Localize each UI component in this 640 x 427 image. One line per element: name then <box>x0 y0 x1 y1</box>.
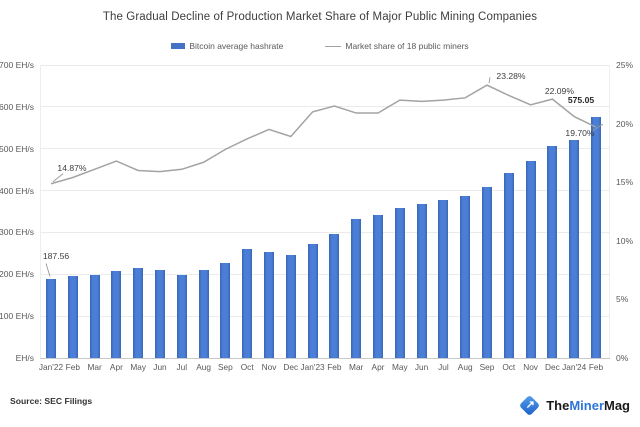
y-axis-right-tick: 25% <box>616 60 634 70</box>
x-axis-tick: Sep <box>218 362 233 372</box>
source-note: Source: SEC Filings <box>10 396 93 406</box>
gridline <box>40 190 610 192</box>
market-share-line <box>45 77 604 277</box>
x-axis-tick: May <box>130 362 147 372</box>
brand-logo-text: TheMinerMag <box>546 397 630 413</box>
plot-area: 700 EH/s 600 EH/s 500 EH/s 400 EH/s 300 EH/s… <box>0 60 633 372</box>
x-axis-tick: Nov <box>261 362 277 372</box>
x-axis-tick: Mar <box>349 362 364 372</box>
bar-Sep <box>220 262 231 358</box>
x-axis-tick: Aug <box>196 362 211 372</box>
bar-Aug <box>198 270 209 358</box>
bar-Nov <box>264 251 274 358</box>
bar-Jul <box>176 274 187 358</box>
bar-Jul <box>438 200 449 358</box>
bar-Nov <box>525 161 536 358</box>
gridline <box>40 64 610 66</box>
y-axis-left-tick: 600 EH/s <box>0 101 34 112</box>
plot-left-border <box>40 65 41 358</box>
x-axis-tick: Aug <box>457 362 473 372</box>
brand-logo-accent: Miner <box>569 397 604 413</box>
gridline <box>40 315 610 317</box>
gridline <box>40 273 610 275</box>
x-axis-tick: Nov <box>523 362 538 372</box>
x-axis-tick: Apr <box>109 362 123 372</box>
bar-Oct <box>503 172 514 358</box>
x-axis-tick: Jan'24 <box>562 362 587 372</box>
x-axis-line <box>40 358 610 359</box>
bar-Aug <box>460 196 471 358</box>
gridline <box>40 106 610 108</box>
legend-label-hashrate: Bitcoin average hashrate <box>189 41 284 51</box>
chart-title: The Gradual Decline of Production Market… <box>102 11 538 23</box>
x-axis-tick: Feb <box>588 362 604 372</box>
annotation-22.09pct: 22.09% <box>544 86 574 97</box>
plot-right-border <box>609 65 610 358</box>
x-axis-tick: Feb <box>327 362 342 372</box>
annotation-187.56: 187.56 <box>42 251 70 262</box>
bar-Jan'24 <box>569 139 580 358</box>
x-axis-tick: Jan'23 <box>300 362 325 372</box>
bar-Jun <box>155 269 165 358</box>
y-axis-right-tick: 5% <box>616 294 629 305</box>
y-axis-right-tick: 15% <box>616 177 634 188</box>
bar-Dec <box>285 254 296 358</box>
x-axis-tick: Dec <box>283 362 299 372</box>
y-axis-left-tick: 300 EH/s <box>0 227 34 238</box>
x-axis-tick: Sep <box>479 362 495 372</box>
y-axis-left-tick: 200 EH/s <box>0 269 34 280</box>
x-axis-tick: May <box>391 362 408 372</box>
bar-Feb <box>591 117 601 358</box>
x-axis-tick: Jul <box>438 362 449 372</box>
gridline <box>40 231 610 233</box>
bar-Sep <box>482 187 492 358</box>
y-axis-left-tick: 700 EH/s <box>0 60 34 70</box>
bar-May <box>133 267 144 358</box>
bar-Oct <box>242 249 253 358</box>
legend-label-market-share: Market share of 18 public miners <box>345 41 469 51</box>
x-axis-tick: Oct <box>502 362 516 372</box>
x-axis-tick: Apr <box>371 362 385 372</box>
y-axis-right-tick: 10% <box>616 235 634 246</box>
y-axis-left-tick: 400 EH/s <box>0 185 34 196</box>
annotation-23.28pct: 23.28% <box>496 71 526 82</box>
bar-Apr <box>111 270 122 358</box>
bar-Apr <box>373 214 383 358</box>
y-axis-left-tick: 100 EH/s <box>0 311 34 322</box>
y-axis-left-tick: 500 EH/s <box>0 143 34 154</box>
diamond-arrow-icon: ↗ <box>519 393 541 417</box>
bar-May <box>394 208 405 358</box>
line-swatch-icon <box>325 45 342 47</box>
bar-Feb <box>329 234 340 358</box>
y-axis-left-tick: EH/s <box>15 353 34 363</box>
gridline <box>40 148 610 150</box>
bar-swatch-icon <box>171 43 186 49</box>
bar-Jan'22 <box>46 279 56 358</box>
x-axis-tick: Jun <box>153 362 167 372</box>
x-axis-tick: Mar <box>87 362 102 372</box>
legend: Bitcoin average hashrate Market share of… <box>0 41 640 51</box>
bar-Mar <box>89 274 100 358</box>
x-axis-tick: Jun <box>414 362 429 372</box>
x-axis-tick: Oct <box>240 362 254 372</box>
bar-Mar <box>351 219 362 358</box>
annotation-14.87pct: 14.87% <box>57 162 87 173</box>
brand-logo: ↗ TheMinerMag <box>519 393 630 417</box>
x-axis-tick: Jan'22 <box>38 362 64 372</box>
legend-item-hashrate: Bitcoin average hashrate <box>171 41 283 51</box>
x-axis-tick: Feb <box>65 362 80 372</box>
x-axis-tick: Dec <box>545 362 560 372</box>
y-axis-right-tick: 0% <box>616 353 629 363</box>
annotation-19.70pct: 19.70% <box>565 128 595 139</box>
y-axis-right-tick: 20% <box>616 118 634 129</box>
bar-Feb <box>67 275 78 358</box>
bar-Jan'23 <box>307 244 318 358</box>
bar-Jun <box>416 203 427 358</box>
legend-item-market-share: Market share of 18 public miners <box>325 41 469 51</box>
x-axis-tick: Jul <box>176 362 188 372</box>
annotation-575.05: 575.05 <box>567 95 595 106</box>
bar-Dec <box>547 145 558 358</box>
